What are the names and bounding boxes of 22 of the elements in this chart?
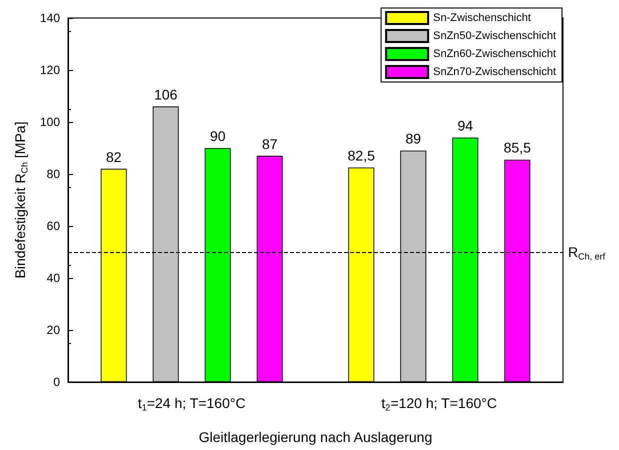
legend-label: SnZn60-Zwischenschicht (433, 48, 556, 60)
legend-label: Sn-Zwischenschicht (433, 12, 531, 24)
data-label: 94 (457, 118, 474, 134)
y-tick-label: 120 (40, 63, 60, 77)
y-axis-title: Bindefestigkeit RCh [MPa] (12, 121, 30, 279)
data-label: 90 (210, 128, 226, 144)
data-label: 82,5 (348, 148, 376, 164)
data-label: 106 (154, 86, 178, 102)
y-tick-label: 20 (46, 323, 60, 337)
data-label: 87 (262, 136, 278, 152)
y-tick-label: 100 (40, 115, 60, 129)
y-tick-label: 0 (53, 375, 60, 389)
data-label: 82 (106, 148, 122, 165)
y-tick-label: 60 (46, 219, 60, 233)
legend-label: SnZn50-Zwischenschicht (433, 30, 556, 42)
y-tick-label: 80 (46, 167, 60, 181)
x-axis-title: Gleitlagerlegierung nach Auslagerung (198, 429, 432, 445)
legend-label: SnZn70-Zwischenschicht (433, 66, 556, 78)
y-tick-label: 40 (46, 271, 60, 285)
data-label: 85,5 (504, 140, 532, 156)
data-label: 89 (405, 130, 422, 147)
y-tick-label: 140 (40, 11, 60, 25)
